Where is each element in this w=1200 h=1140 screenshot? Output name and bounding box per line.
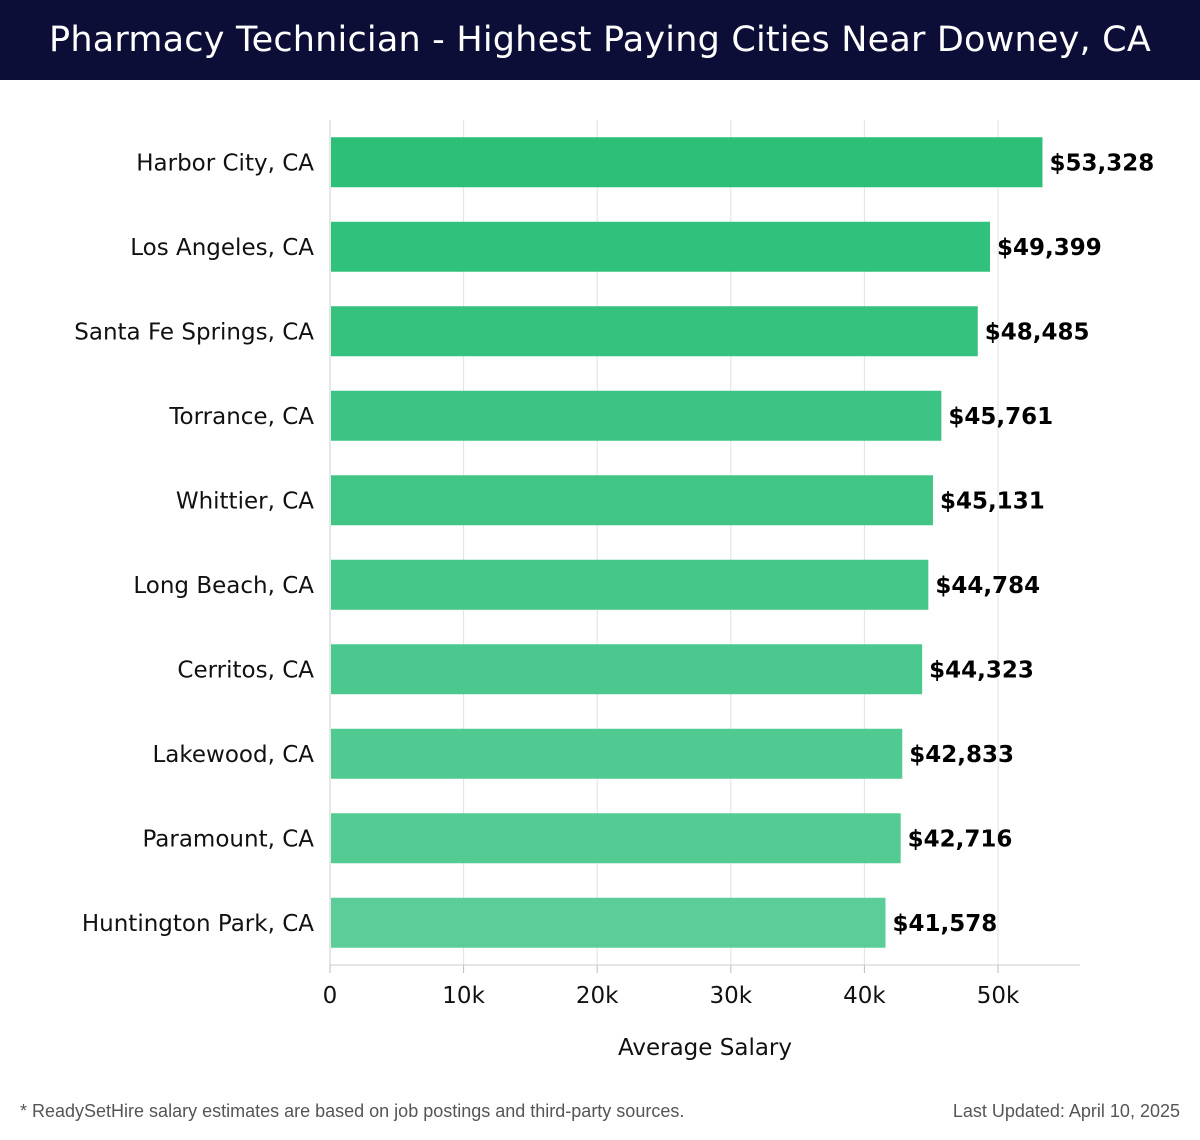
value-label: $41,578 <box>892 911 997 937</box>
value-label: $48,485 <box>985 319 1090 345</box>
footer-note: * ReadySetHire salary estimates are base… <box>20 1101 685 1121</box>
value-label: $45,131 <box>940 488 1045 514</box>
value-label: $42,716 <box>908 826 1013 852</box>
x-axis-label: Average Salary <box>618 1035 792 1061</box>
last-updated: Last Updated: April 10, 2025 <box>952 1101 1180 1121</box>
category-label: Santa Fe Springs, CA <box>74 319 314 345</box>
bar <box>331 813 901 864</box>
category-label: Long Beach, CA <box>133 573 314 599</box>
x-tick-label: 20k <box>576 983 619 1009</box>
category-label: Whittier, CA <box>176 488 314 514</box>
bar <box>331 475 933 526</box>
value-label: $53,328 <box>1049 150 1154 176</box>
value-label: $44,323 <box>929 657 1034 683</box>
x-tick-label: 40k <box>843 983 886 1009</box>
x-tick-label: 50k <box>977 983 1020 1009</box>
x-tick-label: 0 <box>323 983 338 1009</box>
category-label: Los Angeles, CA <box>130 235 314 261</box>
bar <box>331 306 978 357</box>
bar <box>331 137 1043 188</box>
category-label: Paramount, CA <box>142 826 314 852</box>
category-label: Torrance, CA <box>168 404 314 430</box>
chart-header: Pharmacy Technician - Highest Paying Cit… <box>0 0 1200 80</box>
value-label: $42,833 <box>909 742 1014 768</box>
value-label: $44,784 <box>935 573 1040 599</box>
bar <box>331 644 923 695</box>
category-label: Harbor City, CA <box>136 150 314 176</box>
axes: 0 10k 20k 30k 40k 50k <box>323 120 1080 1009</box>
category-label: Huntington Park, CA <box>82 911 314 937</box>
chart-title: Pharmacy Technician - Highest Paying Cit… <box>49 20 1151 60</box>
bars: Harbor City, CA $53,328 Los Angeles, CA $49… <box>74 137 1154 948</box>
value-label: $49,399 <box>997 235 1102 261</box>
x-tick-label: 10k <box>442 983 485 1009</box>
category-label: Lakewood, CA <box>152 742 314 768</box>
bar <box>331 390 942 441</box>
bar <box>331 897 886 948</box>
bar <box>331 559 929 610</box>
salary-bar-chart: Harbor City, CA $53,328 Los Angeles, CA $49… <box>74 120 1154 1061</box>
value-label: $45,761 <box>948 404 1053 430</box>
category-label: Cerritos, CA <box>177 657 314 683</box>
bar <box>331 221 990 272</box>
bar <box>331 728 903 779</box>
x-tick-label: 30k <box>710 983 753 1009</box>
